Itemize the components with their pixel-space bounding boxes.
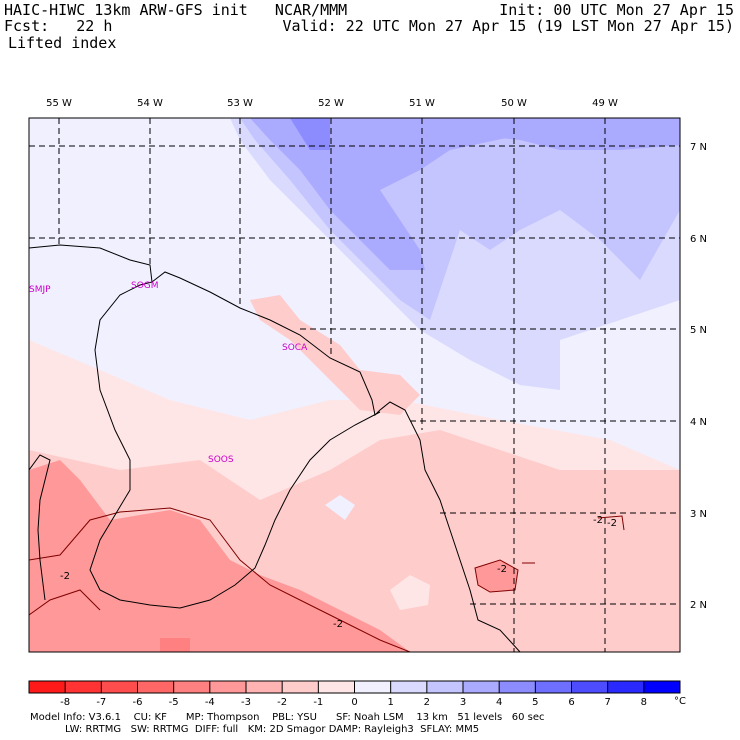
colorbar-swatch bbox=[390, 681, 428, 693]
contour-minus2b bbox=[29, 589, 101, 616]
colorbar-tick-label: -5 bbox=[169, 697, 179, 708]
field-zone-neg2-neg3b bbox=[475, 560, 518, 592]
contour-label: -2 bbox=[60, 571, 70, 582]
colorbar-swatch bbox=[137, 681, 175, 693]
colorbar-tick-label: 5 bbox=[532, 697, 538, 708]
lat-label: 6 N bbox=[690, 234, 707, 245]
colorbar-unit: °C bbox=[674, 696, 686, 707]
colorbar-swatch bbox=[426, 681, 464, 693]
colorbar-tick-label: -8 bbox=[60, 697, 70, 708]
colorbar-tick-label: -7 bbox=[96, 697, 106, 708]
colorbar-swatch bbox=[173, 681, 211, 693]
lat-label: 5 N bbox=[690, 325, 707, 336]
colorbar-tick-label: 1 bbox=[387, 697, 393, 708]
colorbar-swatch bbox=[463, 681, 500, 693]
border-suriname-fg bbox=[89, 281, 381, 609]
lat-label: 4 N bbox=[690, 417, 707, 428]
model-info-line2: LW: RRTMG SW: RRTMG DIFF: full KM: 2D Sm… bbox=[30, 724, 480, 735]
colorbar-tick-label: -3 bbox=[241, 697, 251, 708]
colorbar-tick-label: 4 bbox=[496, 697, 502, 708]
model-title: HAIC-HIWC 13km ARW-GFS init NCAR/MMM bbox=[4, 1, 348, 19]
colorbar-tick-label: 8 bbox=[641, 697, 647, 708]
forecast-hour: Fcst: 22 h bbox=[4, 17, 113, 35]
lat-label: 7 N bbox=[690, 142, 707, 153]
colorbar-swatch bbox=[643, 681, 681, 693]
colorbar-swatch bbox=[101, 681, 138, 693]
coastline bbox=[29, 244, 521, 652]
lat-label: 2 N bbox=[690, 600, 707, 611]
colorbar-ticks: -8 -7 -6 -5 -4 -3 -2 -1 0 1 2 3 4 5 6 7 8 bbox=[60, 697, 647, 708]
colorbar-tick-label: -2 bbox=[277, 697, 287, 708]
station-label: SOOS bbox=[208, 455, 234, 465]
model-info-line1: Model Info: V3.6.1 CU: KF MP: Thompson P… bbox=[30, 712, 545, 723]
colorbar-swatch bbox=[318, 681, 355, 693]
colorbar-swatch bbox=[354, 681, 392, 693]
field-zone-3-4b bbox=[430, 118, 680, 150]
contour-label: -2 bbox=[497, 564, 507, 575]
map-frame bbox=[28, 117, 681, 653]
colorbar-swatch bbox=[499, 681, 536, 693]
lon-label: 50 W bbox=[501, 98, 527, 109]
field-zone-pale-blue bbox=[325, 495, 355, 520]
field-zone-4-5 bbox=[290, 118, 330, 150]
border-west bbox=[29, 454, 51, 601]
lon-label: 52 W bbox=[318, 98, 344, 109]
contour-minus2c bbox=[474, 559, 519, 593]
lon-label: 53 W bbox=[227, 98, 253, 109]
colorbar-tick-label: 6 bbox=[568, 697, 574, 708]
colorbar-tick-label: 0 bbox=[351, 697, 357, 708]
valid-time: Valid: 22 UTC Mon 27 Apr 15 (19 LST Mon … bbox=[282, 17, 734, 35]
station-label: SOCA bbox=[282, 343, 308, 353]
contour-label: -2 bbox=[607, 518, 617, 529]
colorbar-swatch bbox=[607, 681, 645, 693]
field-zone-neg2-neg3 bbox=[29, 460, 410, 652]
field-zone-neg1-neg2b bbox=[250, 295, 420, 415]
colorbar-tick-label: -6 bbox=[133, 697, 143, 708]
lat-label: 3 N bbox=[690, 509, 707, 520]
colorbar bbox=[28, 680, 681, 694]
colorbar-tick-label: 2 bbox=[424, 697, 430, 708]
colorbar-swatch bbox=[282, 681, 319, 693]
lon-label: 49 W bbox=[592, 98, 618, 109]
field-zone-pale bbox=[390, 575, 430, 610]
colorbar-tick-label: 3 bbox=[460, 697, 466, 708]
lon-label: 51 W bbox=[409, 98, 435, 109]
field-zone-neg3-neg4 bbox=[160, 638, 190, 652]
init-time: Init: 00 UTC Mon 27 Apr 15 bbox=[499, 1, 734, 19]
colorbar-swatch bbox=[29, 681, 66, 693]
contour-label: -2 bbox=[333, 619, 343, 630]
colorbar-swatch bbox=[65, 681, 102, 693]
colorbar-swatch bbox=[209, 681, 247, 693]
station-label: SMJP bbox=[29, 285, 51, 295]
colorbar-swatch bbox=[535, 681, 572, 693]
lon-label: 55 W bbox=[46, 98, 72, 109]
colorbar-tick-label: -1 bbox=[313, 697, 323, 708]
contour-minus2e bbox=[597, 515, 625, 531]
colorbar-swatch bbox=[246, 681, 283, 693]
field-zone-3-4 bbox=[250, 118, 520, 270]
lon-label: 54 W bbox=[137, 98, 163, 109]
colorbar-tick-label: 7 bbox=[604, 697, 610, 708]
station-label: SOGM bbox=[131, 281, 159, 291]
contour-minus2 bbox=[29, 507, 411, 652]
colorbar-swatch bbox=[571, 681, 609, 693]
colorbar-tick-label: -4 bbox=[205, 697, 215, 708]
contour-label: -2 bbox=[593, 515, 603, 526]
field-name: Lifted index bbox=[8, 34, 117, 52]
